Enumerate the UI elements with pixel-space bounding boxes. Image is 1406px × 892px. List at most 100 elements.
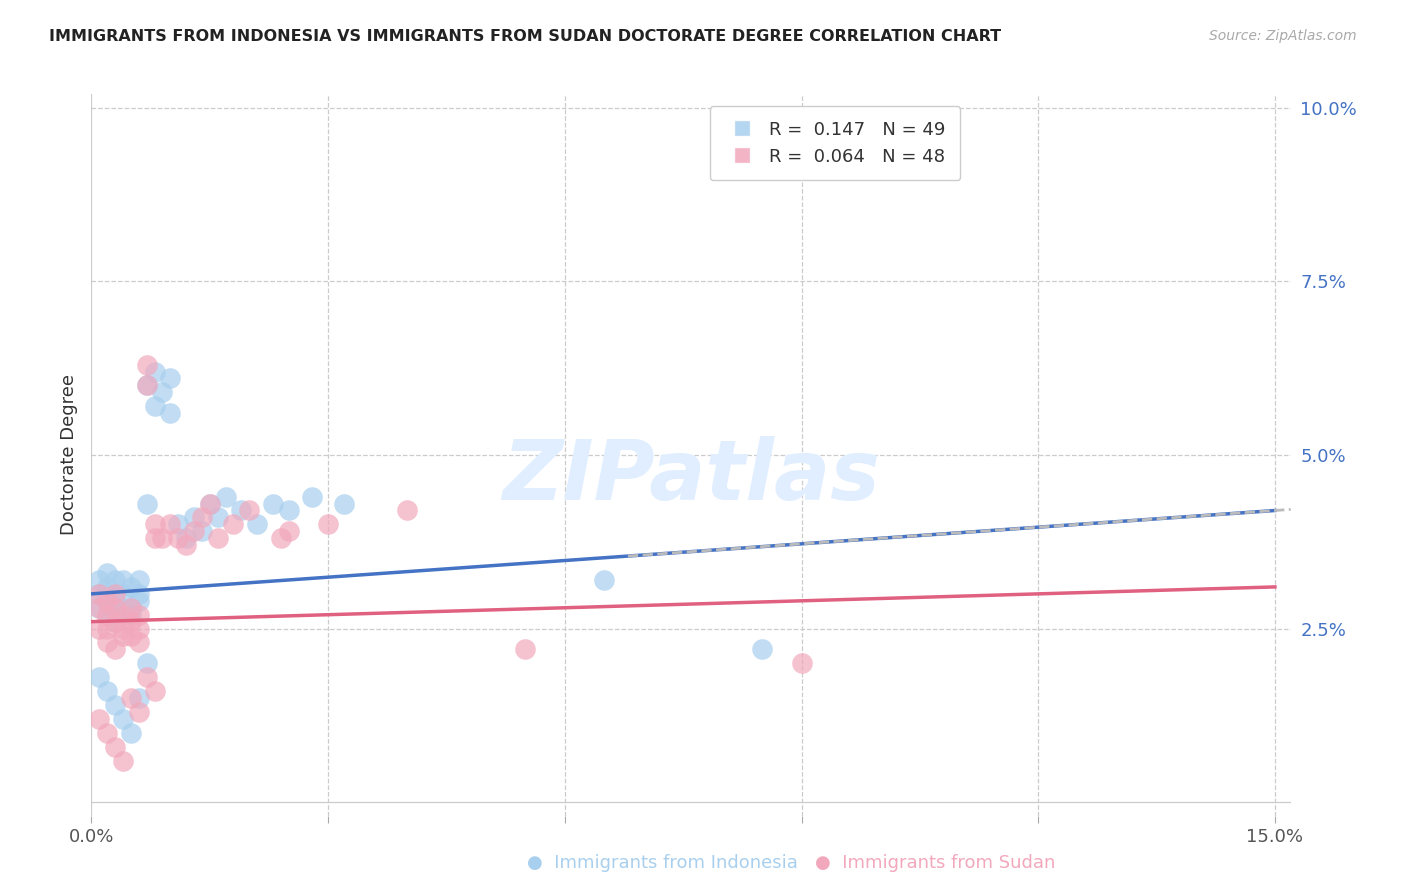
Point [111, 600, 134, 615]
Point [222, 517, 245, 532]
Point [89, 600, 111, 615]
Point [120, 607, 142, 622]
Point [120, 580, 142, 594]
Point [191, 510, 214, 524]
Point [96, 566, 118, 580]
Point [191, 524, 214, 539]
Point [89, 587, 111, 601]
Point [111, 622, 134, 636]
Point [120, 628, 142, 642]
Point [120, 615, 142, 629]
Point [89, 670, 111, 684]
Point [301, 490, 323, 504]
Point [207, 531, 229, 545]
Point [128, 573, 150, 587]
Point [89, 622, 111, 636]
Point [120, 691, 142, 706]
Point [152, 385, 174, 400]
Point [159, 371, 181, 385]
Point [104, 600, 127, 615]
Point [143, 517, 166, 532]
Point [751, 642, 773, 657]
Point [128, 622, 150, 636]
Point [96, 635, 118, 649]
Point [111, 754, 134, 768]
Point [104, 698, 127, 712]
Point [246, 517, 269, 532]
Point [143, 365, 166, 379]
Point [120, 600, 142, 615]
Point [128, 705, 150, 719]
Point [135, 657, 157, 671]
Point [167, 531, 190, 545]
Point [104, 587, 127, 601]
Point [135, 378, 157, 392]
Point [96, 607, 118, 622]
Text: ZIPatlas: ZIPatlas [502, 436, 880, 517]
Point [143, 531, 166, 545]
Point [174, 538, 197, 552]
Point [89, 573, 111, 587]
Text: ●  Immigrants from Indonesia: ● Immigrants from Indonesia [527, 855, 799, 872]
Point [135, 378, 157, 392]
Point [152, 531, 174, 545]
Point [96, 594, 118, 608]
Point [128, 587, 150, 601]
Point [89, 712, 111, 726]
Point [128, 594, 150, 608]
Point [159, 406, 181, 420]
Point [128, 635, 150, 649]
Point [207, 510, 229, 524]
Point [111, 607, 134, 622]
Point [120, 726, 142, 740]
Point [89, 600, 111, 615]
Point [128, 691, 150, 706]
Text: Source: ZipAtlas.com: Source: ZipAtlas.com [1209, 29, 1357, 44]
Point [262, 497, 284, 511]
Point [143, 399, 166, 413]
Point [96, 594, 118, 608]
Point [231, 503, 253, 517]
Point [104, 587, 127, 601]
Point [277, 503, 299, 517]
Point [120, 600, 142, 615]
Point [89, 587, 111, 601]
Point [96, 684, 118, 698]
Point [111, 712, 134, 726]
Point [104, 739, 127, 754]
Y-axis label: Doctorate Degree: Doctorate Degree [59, 375, 77, 535]
Point [593, 573, 616, 587]
Text: IMMIGRANTS FROM INDONESIA VS IMMIGRANTS FROM SUDAN DOCTORATE DEGREE CORRELATION : IMMIGRANTS FROM INDONESIA VS IMMIGRANTS … [49, 29, 1001, 45]
Point [167, 517, 190, 532]
Point [96, 622, 118, 636]
Point [104, 615, 127, 629]
Point [96, 726, 118, 740]
Point [104, 600, 127, 615]
Point [111, 573, 134, 587]
Point [104, 642, 127, 657]
Point [395, 503, 418, 517]
Point [214, 490, 236, 504]
Point [183, 524, 205, 539]
Point [111, 628, 134, 642]
Text: ●  Immigrants from Sudan: ● Immigrants from Sudan [815, 855, 1056, 872]
Point [143, 684, 166, 698]
Point [104, 615, 127, 629]
Point [104, 573, 127, 587]
Point [515, 642, 537, 657]
Point [96, 580, 118, 594]
Point [198, 497, 221, 511]
Point [135, 358, 157, 372]
Point [270, 531, 292, 545]
Point [790, 657, 813, 671]
Point [128, 607, 150, 622]
Point [198, 497, 221, 511]
Point [316, 517, 339, 532]
Point [135, 497, 157, 511]
Point [277, 524, 299, 539]
Point [333, 497, 356, 511]
Point [159, 517, 181, 532]
Point [174, 531, 197, 545]
Point [135, 670, 157, 684]
Point [238, 503, 260, 517]
